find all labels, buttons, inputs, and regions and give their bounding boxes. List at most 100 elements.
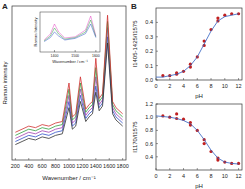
- x-tick-label: 1400: [51, 54, 59, 58]
- x-tick: [95, 158, 96, 160]
- y-tick-label: 1.0: [145, 114, 153, 120]
- x-tick-label: 2: [168, 173, 171, 179]
- x-tick: [69, 158, 70, 160]
- marks: [44, 16, 96, 42]
- chart: 140015001600Wavenumber / cm⁻¹Raman Inten…: [33, 12, 100, 64]
- figure: 20040060080010001200140016001800AWavenum…: [0, 0, 245, 189]
- x-tick: [15, 158, 16, 160]
- y-axis-label: I1405-1425/I1575: [132, 20, 138, 68]
- x-tick-label: 1600: [92, 54, 100, 58]
- x-axis-label: Wavenumber / cm⁻¹: [42, 175, 96, 181]
- series-line: [156, 14, 239, 77]
- data-point: [175, 112, 178, 115]
- x-tick-label: 1200: [76, 163, 88, 169]
- panel-label: B: [131, 2, 137, 11]
- x-tick-label: 12: [235, 173, 241, 179]
- series-line: [44, 16, 96, 40]
- data-point: [237, 162, 240, 165]
- x-tick-label: 1400: [90, 163, 102, 169]
- x-tick: [211, 168, 212, 170]
- x-tick: [54, 50, 55, 52]
- x-tick: [238, 78, 239, 80]
- y-tick-label: 0.0: [145, 77, 153, 83]
- x-tick-label: 1000: [63, 163, 75, 169]
- x-tick: [82, 158, 83, 160]
- x-tick: [95, 50, 96, 52]
- x-tick: [169, 168, 170, 170]
- y-axis-label: Raman intensity: [2, 61, 8, 104]
- chart: 0246810120.40.60.81.01.2pHI1170/I1575: [132, 101, 242, 189]
- y-tick-label: 0.4: [145, 19, 153, 25]
- x-axis-label: pH: [195, 93, 203, 99]
- y-tick-label: 1.2: [145, 101, 153, 107]
- x-tick-label: 6: [196, 173, 199, 179]
- y-tick-label: 0.3: [145, 34, 153, 40]
- x-tick-label: 6: [196, 83, 199, 89]
- series-line: [44, 24, 96, 42]
- data-point: [216, 16, 219, 19]
- x-tick: [183, 168, 184, 170]
- x-tick-label: 600: [38, 163, 47, 169]
- x-tick: [122, 158, 123, 160]
- x-tick-label: 8: [210, 173, 213, 179]
- y-tick-label: 0.1: [145, 63, 153, 69]
- y-tick: [156, 117, 158, 118]
- x-tick: [169, 78, 170, 80]
- y-tick-label: 0.8: [145, 127, 153, 133]
- x-tick: [183, 78, 184, 80]
- x-tick-label: 4: [182, 173, 185, 179]
- x-tick: [156, 168, 157, 170]
- x-tick: [75, 50, 76, 52]
- x-tick-label: 1600: [103, 163, 115, 169]
- x-tick: [28, 158, 29, 160]
- plot-frame: [156, 104, 242, 170]
- x-tick: [109, 158, 110, 160]
- x-tick-label: 8: [210, 83, 213, 89]
- y-tick: [156, 143, 158, 144]
- y-axis-label: Raman Intensity: [33, 18, 38, 47]
- x-tick: [42, 158, 43, 160]
- x-tick: [197, 78, 198, 80]
- x-tick: [55, 158, 56, 160]
- x-tick: [238, 168, 239, 170]
- x-tick-label: 400: [24, 163, 33, 169]
- y-tick-label: 0.6: [145, 141, 153, 147]
- y-tick: [156, 130, 158, 131]
- series-line: [156, 116, 239, 164]
- plot-frame: [12, 6, 126, 160]
- series-line: [15, 43, 122, 145]
- x-tick: [224, 168, 225, 170]
- x-tick-label: 0: [154, 173, 157, 179]
- y-tick: [156, 65, 158, 66]
- x-tick: [156, 78, 157, 80]
- y-tick: [156, 51, 158, 52]
- x-tick-label: 200: [11, 163, 20, 169]
- y-tick-label: 0.2: [145, 48, 153, 54]
- panel-label: A: [2, 2, 8, 11]
- y-tick: [156, 22, 158, 23]
- chart: 20040060080010001200140016001800AWavenum…: [2, 2, 129, 181]
- x-tick-label: 0: [154, 83, 157, 89]
- series-line: [44, 20, 96, 41]
- marks: [156, 12, 240, 77]
- plot-frame: [40, 12, 100, 52]
- x-axis-label: Wavenumber / cm⁻¹: [52, 59, 88, 64]
- y-tick: [156, 156, 158, 157]
- x-tick-label: 12: [235, 83, 241, 89]
- marks: [156, 112, 240, 165]
- x-tick-label: 1800: [117, 163, 129, 169]
- y-tick: [156, 104, 158, 105]
- y-tick-label: 0.4: [145, 154, 153, 160]
- x-tick-label: 800: [51, 163, 60, 169]
- x-tick-label: 10: [222, 83, 228, 89]
- data-point: [203, 142, 206, 145]
- y-tick: [156, 36, 158, 37]
- x-tick: [224, 78, 225, 80]
- x-tick: [197, 168, 198, 170]
- chart: 0246810120.00.10.20.30.4BpHI1405-1425/I1…: [131, 2, 242, 99]
- x-tick-label: 4: [182, 83, 185, 89]
- x-tick: [211, 78, 212, 80]
- plot-frame: [156, 8, 242, 80]
- x-axis-label: pH: [195, 183, 203, 189]
- y-tick: [156, 80, 158, 81]
